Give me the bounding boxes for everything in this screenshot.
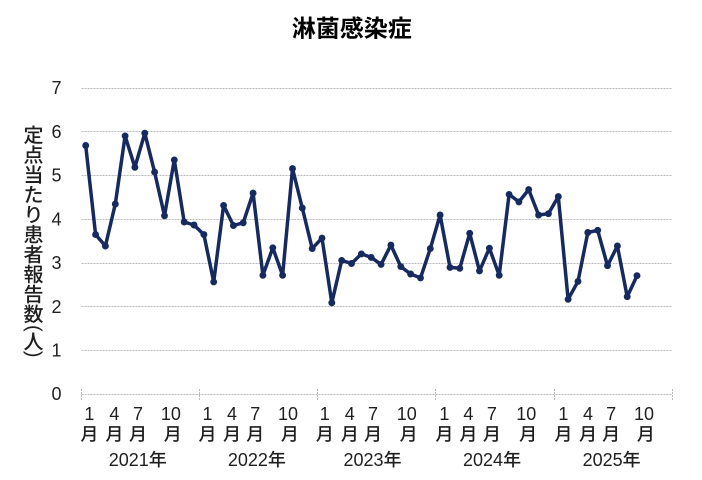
svg-text:4: 4: [109, 404, 119, 424]
svg-text:1: 1: [558, 404, 568, 424]
svg-text:1: 1: [320, 404, 330, 424]
svg-text:3: 3: [51, 253, 61, 273]
svg-text:): ): [23, 351, 45, 358]
svg-text:10: 10: [397, 404, 417, 424]
svg-text:2022: 2022: [228, 450, 268, 470]
svg-text:2024: 2024: [463, 450, 503, 470]
svg-text:1: 1: [51, 341, 61, 361]
svg-text:2: 2: [51, 297, 61, 317]
svg-text:10: 10: [278, 404, 298, 424]
svg-text:10: 10: [634, 404, 654, 424]
svg-text:1: 1: [202, 404, 212, 424]
svg-text:7: 7: [250, 404, 260, 424]
svg-text:1: 1: [84, 404, 94, 424]
svg-text:10: 10: [161, 404, 181, 424]
svg-text:7: 7: [606, 404, 616, 424]
svg-text:4: 4: [463, 404, 473, 424]
svg-text:7: 7: [368, 404, 378, 424]
svg-text:2023: 2023: [344, 450, 384, 470]
svg-text:1: 1: [439, 404, 449, 424]
svg-text:7: 7: [133, 404, 143, 424]
svg-text:2025: 2025: [583, 450, 623, 470]
svg-text:6: 6: [51, 122, 61, 142]
svg-text:(: (: [23, 325, 45, 332]
svg-text:2021: 2021: [109, 450, 149, 470]
svg-text:4: 4: [583, 404, 593, 424]
svg-text:4: 4: [227, 404, 237, 424]
svg-text:4: 4: [51, 209, 61, 229]
svg-text:0: 0: [51, 384, 61, 404]
svg-text:4: 4: [345, 404, 355, 424]
svg-text:5: 5: [51, 166, 61, 186]
svg-text:7: 7: [487, 404, 497, 424]
svg-text:10: 10: [516, 404, 536, 424]
svg-text:7: 7: [51, 78, 61, 98]
